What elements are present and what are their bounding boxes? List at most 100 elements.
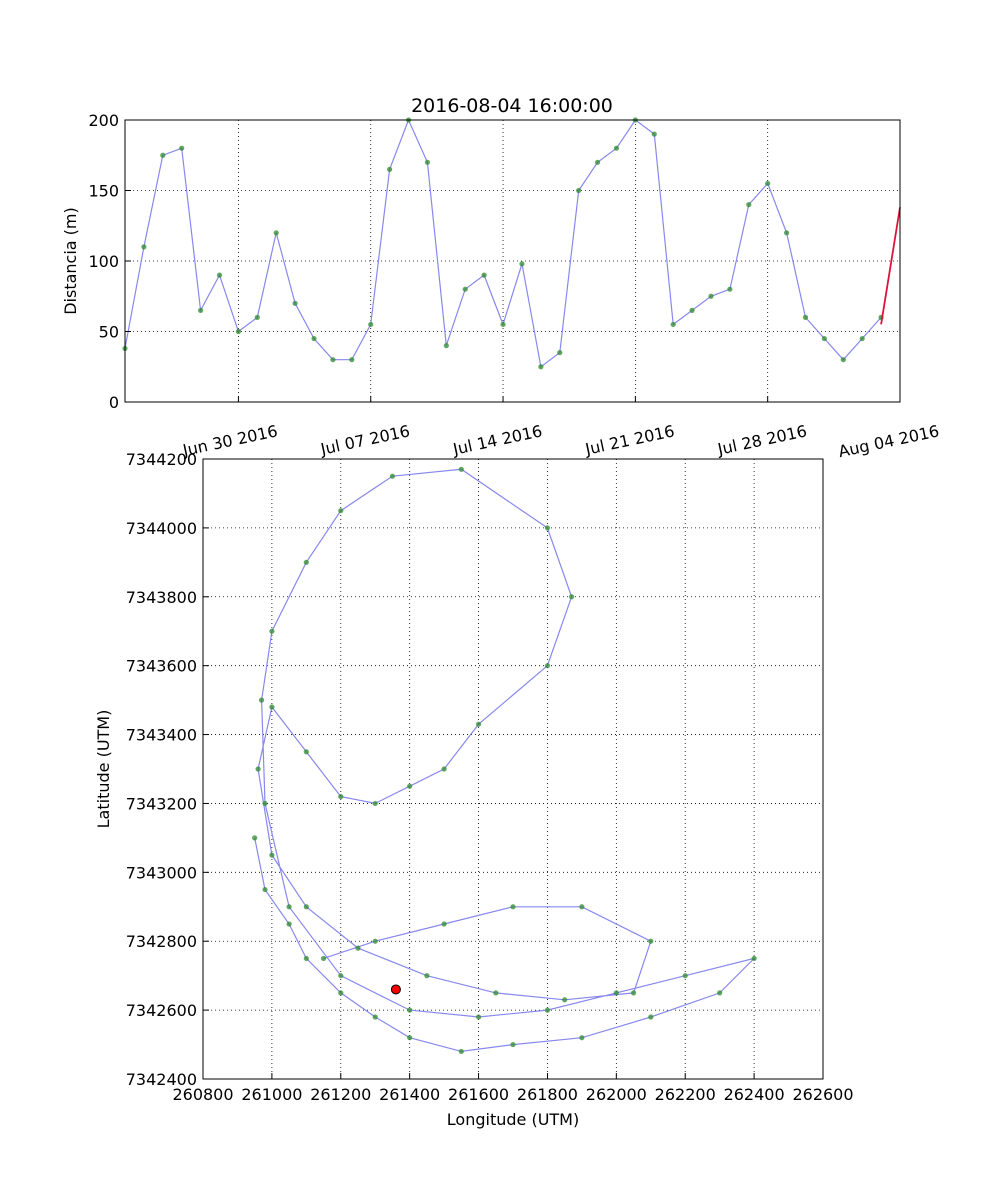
top-data-point	[746, 202, 752, 208]
bottom-y-tick-label: 7342400	[126, 1070, 197, 1089]
bottom-chart-x-label: Longitude (UTM)	[447, 1110, 579, 1129]
top-data-point	[387, 166, 393, 172]
top-data-point	[557, 350, 563, 356]
top-data-point	[462, 286, 468, 292]
bottom-chart-y-label: Latitude (UTM)	[94, 710, 113, 829]
top-data-point	[538, 364, 544, 370]
top-data-point	[368, 321, 374, 328]
bottom-y-tick-label: 7343600	[126, 657, 197, 676]
top-data-point	[424, 159, 431, 165]
bottom-data-point	[252, 835, 258, 841]
bottom-data-point	[475, 1014, 482, 1020]
bottom-y-tick-label: 7342800	[126, 932, 197, 951]
bottom-data-point	[648, 938, 654, 944]
top-y-tick-label: 100	[88, 252, 119, 271]
bottom-y-tick-label: 7343200	[126, 794, 197, 813]
bottom-data-point	[544, 1007, 551, 1013]
top-data-point	[198, 307, 204, 313]
bottom-x-tick-label: 262200	[655, 1085, 716, 1104]
bottom-data-point	[682, 973, 688, 979]
bottom-data-point	[458, 1048, 464, 1055]
bottom-x-tick-label: 262400	[724, 1085, 785, 1104]
top-data-point	[141, 244, 147, 250]
top-chart-series	[122, 117, 901, 370]
top-data-point	[821, 335, 827, 342]
top-data-point	[613, 145, 620, 151]
top-data-point	[330, 357, 336, 363]
top-data-point	[708, 293, 714, 299]
top-y-tick-label: 50	[99, 323, 119, 342]
bottom-y-tick-label: 7342600	[126, 1001, 197, 1020]
bottom-data-point	[286, 921, 292, 927]
bottom-x-tick-label: 262000	[586, 1085, 647, 1104]
top-y-tick-label: 150	[88, 182, 119, 201]
bottom-data-point	[303, 749, 309, 755]
bottom-data-point	[303, 904, 309, 910]
top-data-point	[727, 286, 733, 292]
top-data-point	[519, 261, 525, 267]
bottom-data-point	[441, 766, 447, 772]
bottom-data-point	[262, 886, 268, 893]
current-position-marker	[390, 984, 401, 995]
top-data-point	[840, 357, 846, 363]
bottom-data-point	[579, 1035, 585, 1041]
bottom-data-point	[441, 921, 447, 927]
bottom-data-point	[355, 945, 361, 951]
bottom-data-point	[579, 904, 585, 910]
bottom-data-point	[269, 704, 275, 710]
bottom-data-point	[510, 1041, 516, 1048]
bottom-data-point	[544, 525, 551, 531]
bottom-data-point	[717, 990, 723, 996]
bottom-x-tick-label: 260800	[172, 1085, 233, 1104]
bottom-y-tick-label: 7343400	[126, 726, 197, 745]
top-y-tick-label: 0	[109, 393, 119, 412]
bottom-data-point	[544, 663, 551, 669]
bottom-chart-y-ticks: 7342400 7342600 7342800 7343000 7343200 73434…	[126, 450, 209, 1089]
top-chart-y-ticks: 0 50 100 150 200	[88, 111, 131, 412]
bottom-data-point	[258, 697, 265, 703]
bottom-data-point	[372, 800, 378, 807]
bottom-data-point	[338, 973, 344, 979]
top-data-point	[670, 321, 676, 328]
top-y-tick-label: 200	[88, 111, 119, 130]
bottom-data-point	[613, 990, 619, 996]
bottom-x-tick-label: 261400	[379, 1085, 440, 1104]
bottom-data-point	[424, 973, 430, 979]
bottom-data-point	[568, 594, 575, 600]
bottom-data-point	[338, 990, 344, 996]
bottom-data-point	[269, 628, 275, 634]
bottom-data-point	[493, 990, 499, 996]
bottom-x-tick-label: 262600	[792, 1085, 853, 1104]
bottom-y-tick-label: 7344000	[126, 519, 197, 538]
bottom-data-point	[648, 1014, 654, 1020]
bottom-y-tick-label: 7344200	[126, 450, 197, 469]
bottom-data-point	[338, 793, 344, 800]
bottom-data-point	[562, 997, 568, 1003]
bottom-y-tick-label: 7343800	[126, 588, 197, 607]
bottom-x-tick-label: 261000	[241, 1085, 302, 1104]
bottom-data-point	[475, 721, 482, 727]
bottom-chart-x-ticks: 260800 261000 261200 261400 261600 261800 2620…	[172, 1073, 854, 1104]
top-data-point	[481, 272, 487, 278]
bottom-data-point	[751, 955, 757, 962]
bottom-data-point	[303, 955, 309, 962]
top-data-point	[235, 328, 242, 335]
bottom-data-point	[407, 783, 413, 789]
bottom-data-point	[389, 473, 396, 479]
top-data-point	[179, 145, 185, 151]
top-recent-series-line	[880, 207, 901, 325]
bottom-data-point	[269, 852, 275, 858]
top-chart-y-label: Distancia (m)	[61, 207, 80, 315]
bottom-data-point	[320, 955, 327, 962]
bottom-data-point	[255, 766, 261, 772]
bottom-data-point	[407, 1035, 413, 1041]
top-data-point	[576, 187, 582, 194]
bottom-chart-frame	[202, 458, 824, 1080]
bottom-chart-series	[252, 466, 757, 1055]
bottom-data-point	[338, 508, 344, 514]
top-chart-title: 2016-08-04 16:00:00	[411, 95, 613, 117]
top-data-point	[292, 300, 298, 306]
bottom-data-point	[510, 904, 516, 910]
top-data-point	[594, 159, 601, 165]
